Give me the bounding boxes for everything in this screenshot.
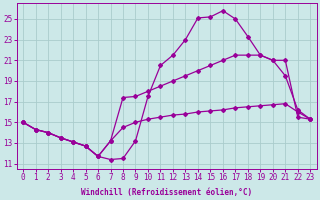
X-axis label: Windchill (Refroidissement éolien,°C): Windchill (Refroidissement éolien,°C): [81, 188, 252, 197]
